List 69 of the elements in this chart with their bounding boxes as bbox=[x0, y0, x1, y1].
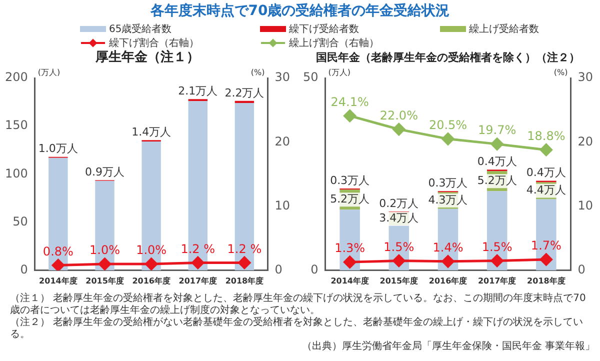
data-label: 1.4万人 bbox=[132, 126, 172, 139]
data-label: 1.0% bbox=[136, 243, 167, 258]
data-label: 5.2万人 bbox=[330, 192, 370, 206]
text: 各年度末時点で70歳の受給権者の年金受給状況 bbox=[149, 2, 451, 20]
data-label: 24.1% bbox=[330, 94, 369, 109]
legend-label: 65歳受給者数 bbox=[109, 22, 172, 36]
x-tick-label: 2015年度 bbox=[380, 275, 418, 286]
chart-title: 国民年金（老齢厚生年金の受給権者を除く）（注２） bbox=[315, 50, 581, 65]
text: （出典）厚生労働省年金局「厚生年金保険・国民年金 事業年報」 bbox=[300, 341, 595, 353]
data-label: 1.5% bbox=[384, 240, 414, 254]
x-tick-label: 2017年度 bbox=[478, 275, 516, 286]
x-tick-label: 2017年度 bbox=[178, 275, 218, 286]
legend-label: 繰上げ受給者数 bbox=[469, 22, 539, 36]
data-label: 3.4万人 bbox=[379, 212, 419, 225]
chart-subtitle: 厚生年金（注１） bbox=[94, 48, 200, 66]
y2-tick-label: 10 bbox=[578, 198, 594, 212]
y-tick-label: 200 bbox=[5, 70, 28, 84]
legend-label: 繰下げ割合（右軸） bbox=[109, 36, 199, 50]
data-label: 19.7% bbox=[478, 123, 516, 138]
data-label: 0.4万人 bbox=[526, 166, 566, 180]
y-tick-label: 0 bbox=[20, 262, 28, 277]
data-label: 1.2 % bbox=[180, 242, 216, 256]
data-label: 5.2万人 bbox=[477, 174, 517, 187]
data-label: 1.3% bbox=[334, 241, 366, 256]
text: （注１） 老齢厚生年金の受給権者を対象とした、老齢厚生年金の繰下げの状況を示している。なお、この期間の年度末時点で70歳の者については老齢厚生年金の繰上げ制度の対象となっていない。 bbox=[10, 293, 587, 316]
y-tick-label: 50 bbox=[12, 214, 28, 228]
x-tick-label: 2014年度 bbox=[330, 275, 369, 286]
data-label: 1.5% bbox=[482, 240, 512, 254]
y-tick-label: 150 bbox=[5, 118, 28, 132]
y2-axis-title: (%) bbox=[250, 68, 265, 78]
data-label: 0.3万人 bbox=[428, 176, 468, 190]
data-label: 1.4% bbox=[432, 240, 464, 255]
x-tick-label: 2016年度 bbox=[428, 275, 468, 286]
y2-axis-title: (%) bbox=[554, 68, 568, 78]
data-label: 4.3万人 bbox=[428, 193, 468, 206]
y-axis-title: (万人) bbox=[38, 68, 60, 78]
data-label: 1.7% bbox=[530, 238, 562, 253]
y2-tick-label: 30 bbox=[578, 70, 594, 84]
y2-tick-label: 0 bbox=[274, 262, 282, 277]
data-label: 2.2万人 bbox=[224, 86, 264, 100]
data-label: 0.4万人 bbox=[477, 154, 517, 168]
data-label: 0.8% bbox=[42, 244, 74, 258]
data-label: 4.4万人 bbox=[526, 184, 566, 197]
y-tick-label: 100 bbox=[5, 166, 28, 180]
data-label: 1.2 % bbox=[227, 242, 262, 256]
y2-tick-label: 20 bbox=[578, 134, 594, 148]
data-label: 1.0万人 bbox=[38, 142, 78, 156]
data-label: 22.0% bbox=[380, 108, 418, 122]
x-tick-label: 2016年度 bbox=[132, 275, 170, 286]
data-label: 20.5% bbox=[428, 118, 468, 132]
text: （注２） 老齢厚生年金の受給権がない老齢基礎年金の受給権者を対象とした、老齢基礎年金の繰上げ・繰下げの状況を示している。 bbox=[10, 317, 584, 340]
data-label: 0.3万人 bbox=[330, 174, 370, 187]
y-axis-title: (万人) bbox=[328, 68, 351, 78]
x-tick-label: 2014年度 bbox=[39, 275, 78, 286]
data-label: 18.8% bbox=[527, 128, 566, 143]
data-label: 0.9万人 bbox=[85, 165, 124, 178]
data-label: 0.2万人 bbox=[379, 196, 419, 210]
y-tick-label: 50 bbox=[302, 70, 318, 84]
data-label: 1.0% bbox=[90, 243, 120, 258]
y2-tick-label: 0 bbox=[578, 262, 586, 277]
x-tick-label: 2018年度 bbox=[527, 275, 566, 286]
y2-tick-label: 10 bbox=[274, 198, 290, 212]
legend-label: 繰下げ受給者数 bbox=[289, 22, 359, 36]
x-tick-label: 2018年度 bbox=[225, 275, 264, 286]
y2-tick-label: 30 bbox=[274, 70, 290, 84]
x-tick-label: 2015年度 bbox=[86, 275, 124, 286]
data-label: 2.1万人 bbox=[178, 84, 218, 98]
y2-tick-label: 20 bbox=[274, 134, 290, 148]
legend-label: 繰上げ割合（右軸） bbox=[289, 36, 379, 50]
